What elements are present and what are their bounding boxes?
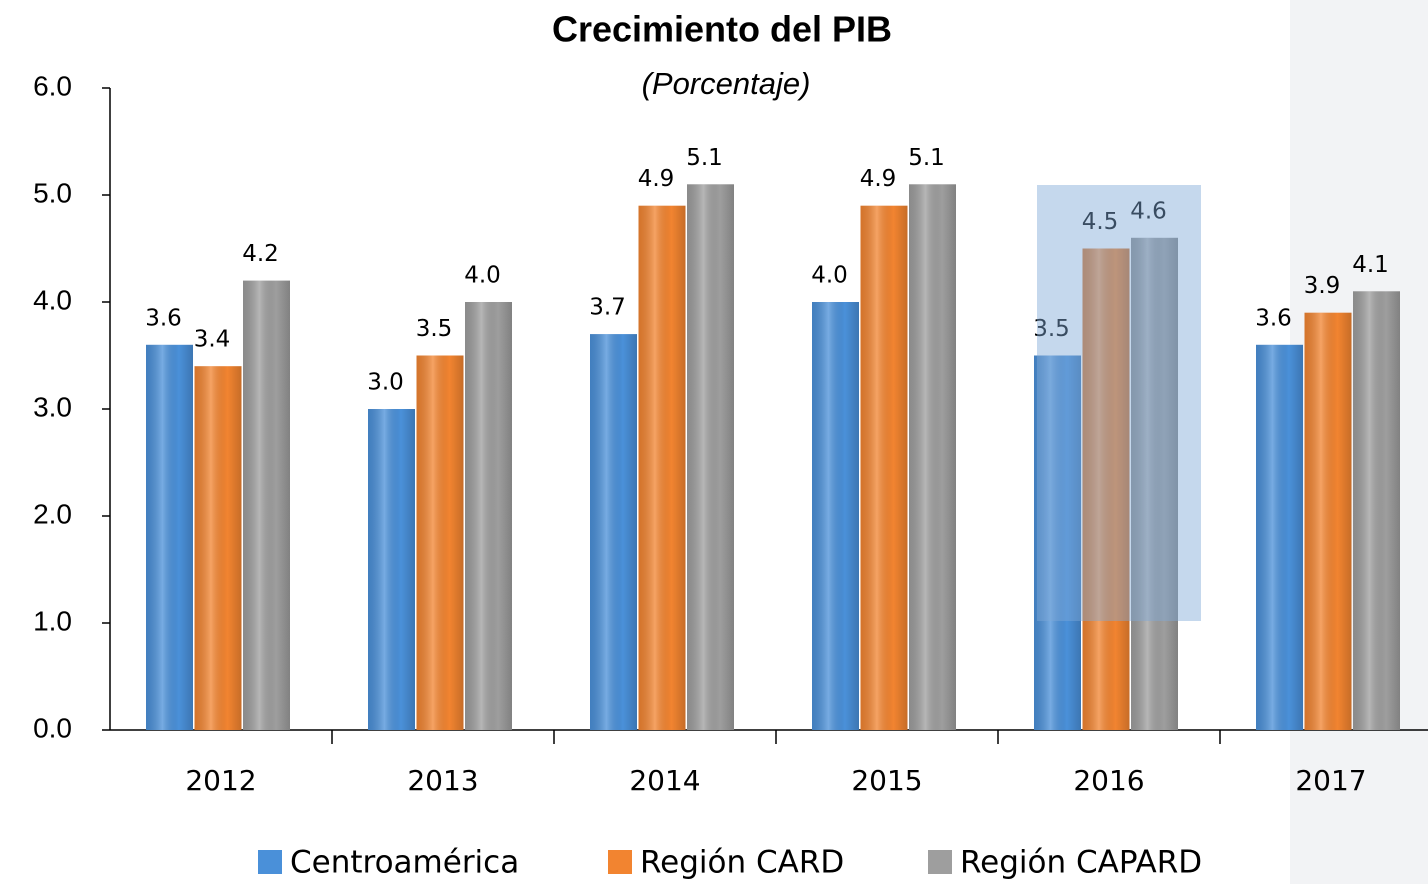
y-tick-label: 0.0 [33,712,72,743]
x-tick-label: 2012 [185,764,256,797]
y-tick-label: 5.0 [33,177,72,208]
value-label: 4.9 [860,166,897,192]
bar-shade [812,302,859,730]
value-label: 3.5 [416,316,453,342]
value-label: 4.9 [638,166,675,192]
value-label: 4.0 [464,263,501,289]
value-label: 4.1 [1352,252,1389,278]
chart-subtitle: (Porcentaje) [642,66,811,101]
bar-shade [195,366,242,730]
bar-shade [243,281,290,730]
value-label: 5.1 [908,145,945,171]
legend-swatch [608,850,632,874]
x-tick-label: 2016 [1073,764,1144,797]
legend-label: Región CARD [640,845,844,881]
value-label: 3.6 [145,305,182,331]
legend-swatch [928,850,952,874]
chart-title: Crecimiento del PIB [552,9,892,50]
value-label: 4.0 [811,263,848,289]
y-tick-label: 2.0 [33,498,72,529]
bar-shade [909,184,956,730]
highlight-box [1037,185,1201,621]
bar-shade [1256,345,1303,730]
bar-shade [861,206,908,730]
value-label: 4.2 [242,241,279,267]
y-tick-label: 6.0 [33,70,72,101]
bar-shade [417,356,464,731]
value-label: 3.7 [589,295,626,321]
bar-shade [639,206,686,730]
value-label: 3.4 [194,327,231,353]
x-tick-label: 2015 [851,764,922,797]
y-tick-label: 1.0 [33,605,72,636]
x-tick-label: 2014 [629,764,700,797]
bar-shade [368,409,415,730]
value-label: 3.6 [1255,305,1292,331]
chart: Crecimiento del PIB (Porcentaje) 0.0 1.0 2… [0,0,1428,884]
bar-shade [1353,291,1400,730]
legend-label: Centroamérica [290,845,519,881]
value-label: 3.9 [1304,273,1341,299]
legend-label: Región CAPARD [960,845,1202,881]
value-label: 5.1 [686,145,723,171]
y-tick-label: 3.0 [33,391,72,422]
x-tick-label: 2017 [1295,764,1366,797]
bar-shade [465,302,512,730]
plot-area: 0.0 1.0 2.0 3.0 4.0 5.0 6.0 2012 3.6 3.4 4.2 2013 3.… [33,70,1428,797]
y-tick-label: 4.0 [33,284,72,315]
bar-shade [590,334,637,730]
legend-swatch [258,850,282,874]
bar-shade [687,184,734,730]
bar-shade [1305,313,1352,730]
bar-shade [146,345,193,730]
value-label: 3.0 [367,370,404,396]
x-tick-label: 2013 [407,764,478,797]
